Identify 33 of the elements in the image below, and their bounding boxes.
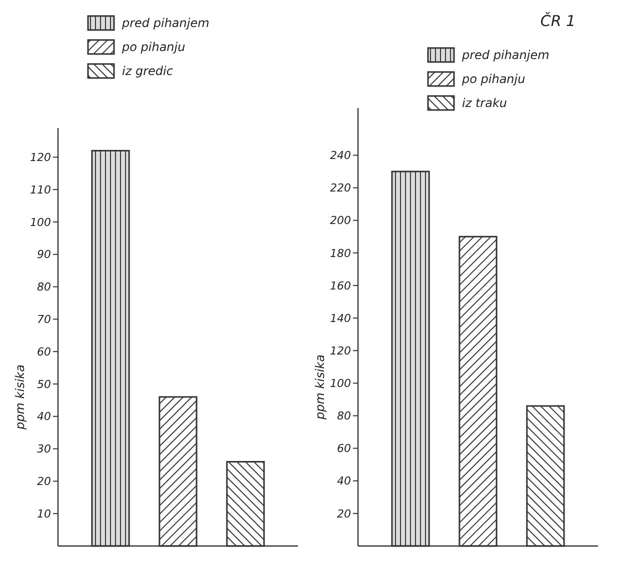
y-tick-label: 80 bbox=[337, 410, 351, 423]
y-tick-label: 20 bbox=[37, 475, 51, 488]
y-axis-title: ppm kisika bbox=[313, 354, 327, 420]
y-tick-label: 60 bbox=[337, 442, 351, 456]
y-tick-label: 100 bbox=[330, 377, 351, 390]
y-tick-label: 70 bbox=[37, 313, 51, 326]
y-tick-label: 50 bbox=[37, 378, 51, 391]
y-tick-label: 90 bbox=[37, 248, 51, 262]
y-tick-label: 110 bbox=[30, 183, 51, 196]
y-tick-label: 30 bbox=[37, 442, 51, 456]
chart-title: ČR 1 bbox=[540, 12, 576, 30]
y-tick-label: 40 bbox=[337, 474, 351, 488]
y-tick-label: 100 bbox=[30, 216, 51, 229]
y-tick-label: 240 bbox=[330, 149, 351, 162]
y-tick-label: 120 bbox=[30, 151, 51, 164]
legend-label: iz gredic bbox=[122, 64, 174, 78]
legend-label: pred pihanjem bbox=[121, 16, 210, 30]
y-tick-label: 80 bbox=[37, 280, 51, 294]
y-axis-title: ppm kisika bbox=[13, 364, 27, 430]
legend-label: po pihanju bbox=[461, 72, 526, 86]
y-tick-label: 40 bbox=[37, 410, 51, 424]
y-tick-label: 140 bbox=[330, 312, 351, 325]
y-tick-label: 180 bbox=[330, 246, 351, 260]
y-tick-label: 120 bbox=[330, 344, 351, 358]
y-tick-label: 60 bbox=[37, 345, 51, 358]
y-tick-label: 220 bbox=[330, 182, 351, 195]
y-tick-label: 200 bbox=[330, 214, 351, 228]
legend-label: pred pihanjem bbox=[461, 48, 550, 62]
y-tick-label: 20 bbox=[337, 507, 351, 520]
legend-label: po pihanju bbox=[121, 40, 186, 54]
y-tick-label: 10 bbox=[37, 507, 51, 520]
legend-label: iz traku bbox=[462, 96, 508, 110]
y-tick-label: 160 bbox=[330, 279, 351, 292]
